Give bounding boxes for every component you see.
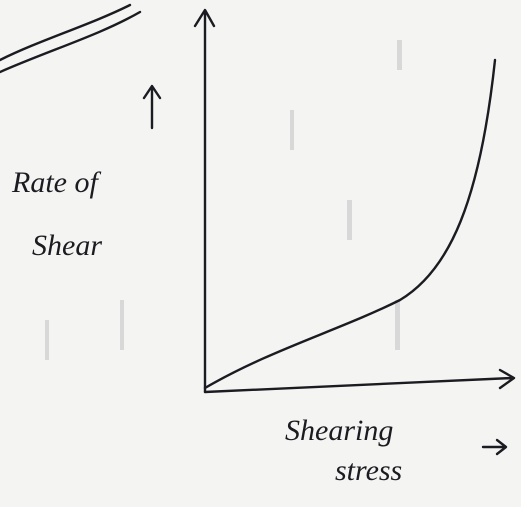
curve <box>203 58 497 390</box>
x-axis <box>203 368 516 394</box>
y-axis <box>193 8 216 394</box>
x-label-line: stress <box>335 454 402 487</box>
paper-bleed <box>45 40 402 360</box>
x-label-line: Shearing <box>285 414 393 447</box>
y-label-line: Rate of <box>11 166 101 199</box>
y-label-line: Shear <box>32 229 102 262</box>
scribble-lines <box>0 3 142 74</box>
right-arrow <box>481 438 508 456</box>
up-arrow <box>142 84 162 130</box>
